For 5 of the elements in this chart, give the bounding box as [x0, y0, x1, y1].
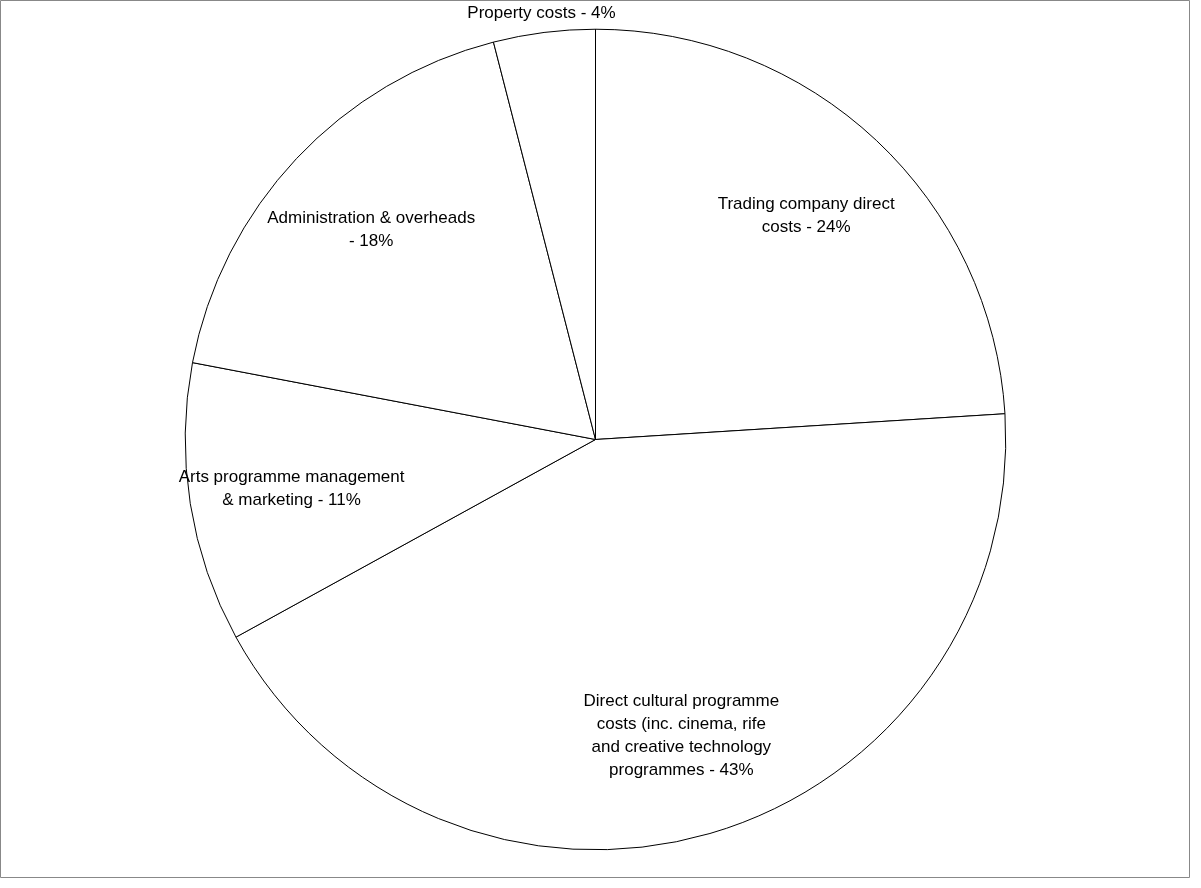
slice-label: Administration & overheads - 18% — [267, 207, 476, 250]
slice-label: Direct cultural programme costs (inc. cinema, rife and creative technology programmes - 43% — [583, 691, 780, 779]
slice-label: Property costs - 4% — [467, 2, 616, 22]
slice-label: Trading company direct costs - 24% — [717, 194, 895, 237]
slice-label: Arts programme management & marketing - 11% — [178, 466, 405, 509]
